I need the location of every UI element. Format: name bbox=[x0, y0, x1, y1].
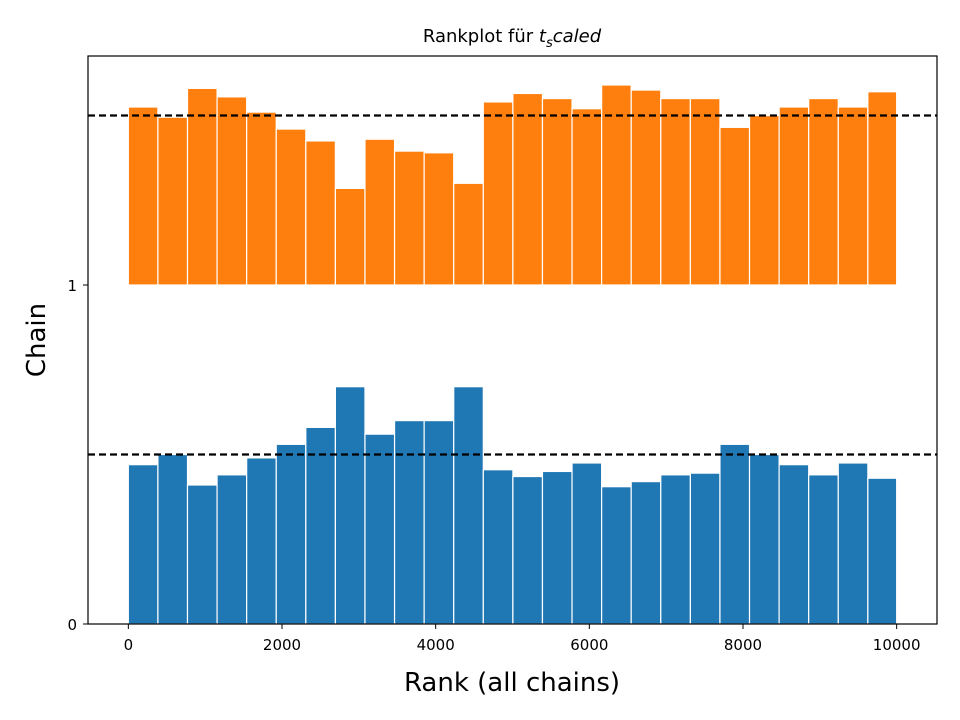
bar-chain0-bin20 bbox=[719, 443, 751, 625]
chart-title-math: t bbox=[539, 26, 547, 47]
bar-chain1-bin13 bbox=[512, 92, 544, 286]
bar-chain1-bin12 bbox=[482, 101, 514, 286]
bar-chain0-bin3 bbox=[216, 474, 248, 625]
bar-chain0-bin1 bbox=[157, 453, 189, 625]
y-ticks-group: 01 bbox=[67, 277, 88, 634]
bar-chain0-bin2 bbox=[186, 484, 218, 625]
bar-chain0-bin25 bbox=[867, 477, 898, 625]
bar-chain1-bin3 bbox=[216, 96, 248, 286]
x-tick-label: 8000 bbox=[724, 636, 762, 654]
bar-chain0-bin4 bbox=[246, 457, 277, 625]
bar-chain1-bin1 bbox=[157, 116, 189, 286]
bar-chain1-bin6 bbox=[305, 140, 337, 286]
bar-chain1-bin22 bbox=[778, 106, 810, 286]
x-tick-label: 4000 bbox=[417, 636, 455, 654]
x-axis-label: Rank (all chains) bbox=[404, 668, 620, 698]
bar-chain1-bin18 bbox=[660, 97, 691, 286]
x-tick-label: 2000 bbox=[263, 636, 301, 654]
bar-chain0-bin14 bbox=[541, 470, 573, 625]
bar-chain0-bin5 bbox=[275, 443, 307, 625]
bars-group bbox=[127, 84, 898, 625]
chart-title-math-sub: s bbox=[546, 36, 553, 51]
x-tick-label: 10000 bbox=[873, 636, 921, 654]
chart-title-text: Rankplot für bbox=[423, 26, 539, 47]
bar-chain1-bin15 bbox=[571, 108, 603, 286]
bar-chain1-bin16 bbox=[601, 84, 632, 286]
bar-chain1-bin8 bbox=[364, 138, 396, 286]
y-tick-label: 0 bbox=[67, 616, 77, 634]
bar-chain1-bin24 bbox=[837, 106, 869, 286]
y-tick-label: 1 bbox=[67, 277, 77, 295]
bar-chain1-bin5 bbox=[275, 128, 307, 286]
bar-chain0-bin17 bbox=[630, 481, 662, 625]
bar-chain0-bin6 bbox=[305, 426, 337, 625]
bar-chain0-bin23 bbox=[808, 474, 839, 625]
bar-chain0-bin8 bbox=[364, 433, 396, 625]
chart-title-math-rest: caled bbox=[553, 26, 602, 47]
x-tick-label: 6000 bbox=[570, 636, 608, 654]
bar-chain1-bin4 bbox=[246, 111, 277, 286]
bar-chain0-bin10 bbox=[423, 420, 455, 625]
bar-chain0-bin21 bbox=[748, 453, 780, 625]
bar-chain1-bin10 bbox=[423, 152, 455, 286]
bar-chain0-bin7 bbox=[334, 386, 366, 625]
x-ticks-group: 0 2000 4000 6000 8000 10000 bbox=[124, 624, 921, 654]
y-axis-label: Chain bbox=[22, 303, 52, 377]
bar-chain0-bin16 bbox=[601, 486, 632, 625]
bar-chain0-bin19 bbox=[689, 472, 721, 625]
bar-chain1-bin21 bbox=[748, 114, 780, 286]
bar-chain1-bin23 bbox=[808, 97, 839, 286]
bar-chain1-bin14 bbox=[541, 97, 573, 286]
bar-chain1-bin9 bbox=[393, 150, 425, 286]
bar-chain0-bin18 bbox=[660, 474, 691, 625]
bar-chain0-bin0 bbox=[127, 464, 159, 625]
bar-chain1-bin19 bbox=[689, 97, 721, 286]
bar-chain1-bin0 bbox=[127, 106, 159, 286]
bar-chain1-bin2 bbox=[186, 87, 218, 286]
bar-chain0-bin12 bbox=[482, 469, 514, 625]
reference-lines-group bbox=[88, 114, 937, 456]
bar-chain0-bin11 bbox=[453, 386, 484, 625]
bar-chain0-bin9 bbox=[393, 420, 425, 625]
bar-chain1-bin25 bbox=[867, 91, 898, 286]
bar-chain1-bin11 bbox=[453, 182, 484, 286]
bar-chain0-bin22 bbox=[778, 464, 810, 625]
bar-chain1-bin7 bbox=[334, 187, 366, 286]
chart-title: Rankplot für tscaled bbox=[423, 26, 602, 51]
bar-chain1-bin20 bbox=[719, 126, 751, 286]
bar-chain0-bin24 bbox=[837, 462, 869, 625]
bar-chain1-bin17 bbox=[630, 89, 662, 286]
x-tick-label: 0 bbox=[124, 636, 134, 654]
plot-frame bbox=[87, 55, 938, 625]
bar-chain0-bin15 bbox=[571, 462, 603, 625]
bar-chain0-bin13 bbox=[512, 475, 544, 625]
